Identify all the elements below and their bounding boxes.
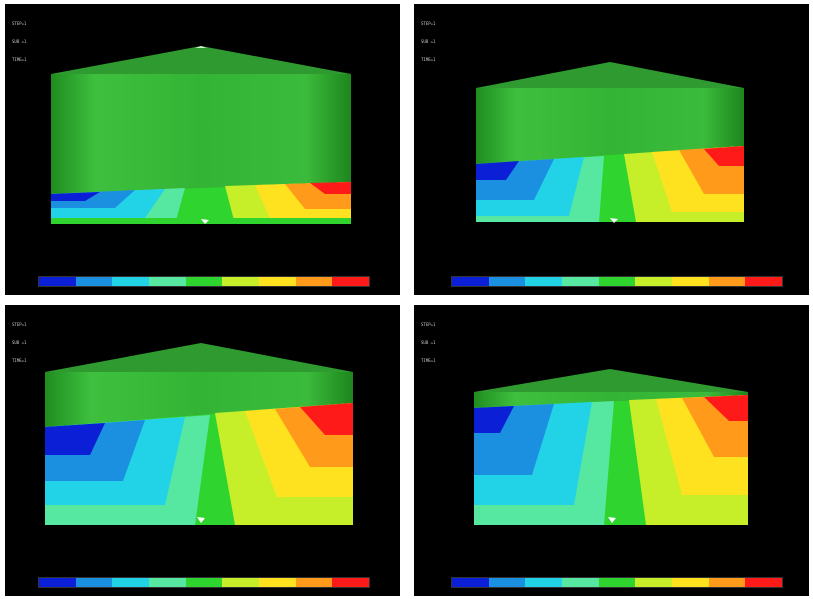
stress-contour-band xyxy=(51,182,351,224)
contour-legend-bar xyxy=(451,577,783,588)
support-marker xyxy=(608,517,616,523)
tank-contour-plot xyxy=(45,343,353,525)
tank-contour-plot xyxy=(474,369,748,525)
result-header: STEP=1 SUB =1 TIME=1 xyxy=(12,322,27,363)
contour-panel-bottom-left: STEP=1 SUB =1 TIME=1 xyxy=(5,305,400,596)
contour-panel-bottom-right: STEP=1 SUB =1 TIME=1 xyxy=(414,305,809,596)
contour-legend-bar xyxy=(38,577,370,588)
stress-contour-band xyxy=(474,395,748,525)
tank-roof xyxy=(45,343,353,372)
result-header: STEP=1 SUB =1 TIME=1 xyxy=(421,21,436,62)
support-marker xyxy=(610,218,618,223)
support-marker xyxy=(197,517,205,523)
tank-roof xyxy=(476,62,744,88)
tank-contour-plot xyxy=(51,46,351,224)
tank-wall xyxy=(51,74,351,194)
roof-apex-marker xyxy=(195,46,207,48)
stress-contour-band xyxy=(45,403,353,525)
tank-contour-plot xyxy=(476,62,744,223)
support-marker xyxy=(201,219,209,224)
stress-contour-band xyxy=(476,146,744,222)
contour-panel-top-right: STEP=1 SUB =1 TIME=1 xyxy=(414,4,809,295)
contour-legend-bar xyxy=(38,276,370,287)
tank-roof xyxy=(51,46,351,74)
result-header: STEP=1 SUB =1 TIME=1 xyxy=(12,21,27,62)
tank-roof xyxy=(474,369,748,392)
contour-legend-bar xyxy=(451,276,783,287)
result-header: STEP=1 SUB =1 TIME=1 xyxy=(421,322,436,363)
contour-panel-top-left: STEP=1 SUB =1 TIME=1 xyxy=(5,4,400,295)
